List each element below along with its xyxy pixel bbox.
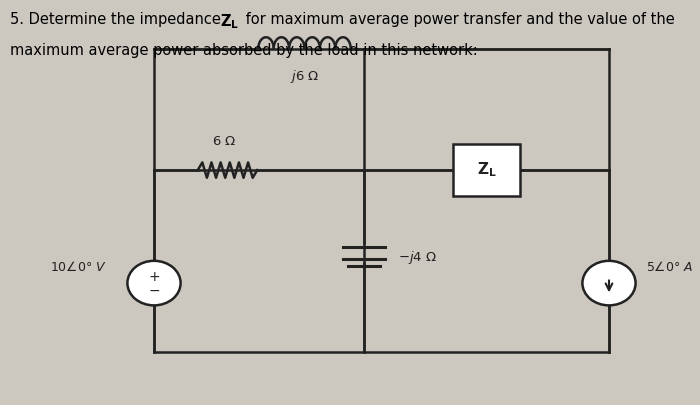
Bar	[454, 144, 519, 196]
Ellipse shape	[127, 261, 181, 305]
Text: for maximum average power transfer and the value of the: for maximum average power transfer and t…	[241, 12, 676, 27]
Text: $6\ \Omega$: $6\ \Omega$	[212, 135, 236, 148]
Ellipse shape	[582, 261, 636, 305]
Text: $j6\ \Omega$: $j6\ \Omega$	[290, 68, 319, 85]
Text: 5. Determine the impedance: 5. Determine the impedance	[10, 12, 226, 27]
Text: maximum average power absorbed by the load in this network:: maximum average power absorbed by the lo…	[10, 43, 478, 58]
Text: +: +	[148, 270, 160, 284]
Text: $\mathbf{Z_L}$: $\mathbf{Z_L}$	[477, 161, 496, 179]
Text: $\mathbf{Z_L}$: $\mathbf{Z_L}$	[220, 12, 239, 31]
Text: $5\angle 0°\ A$: $5\angle 0°\ A$	[646, 260, 693, 274]
Text: $-j4\ \Omega$: $-j4\ \Omega$	[398, 249, 437, 266]
Text: −: −	[148, 284, 160, 297]
Text: $10\angle 0°\ V$: $10\angle 0°\ V$	[50, 260, 106, 274]
